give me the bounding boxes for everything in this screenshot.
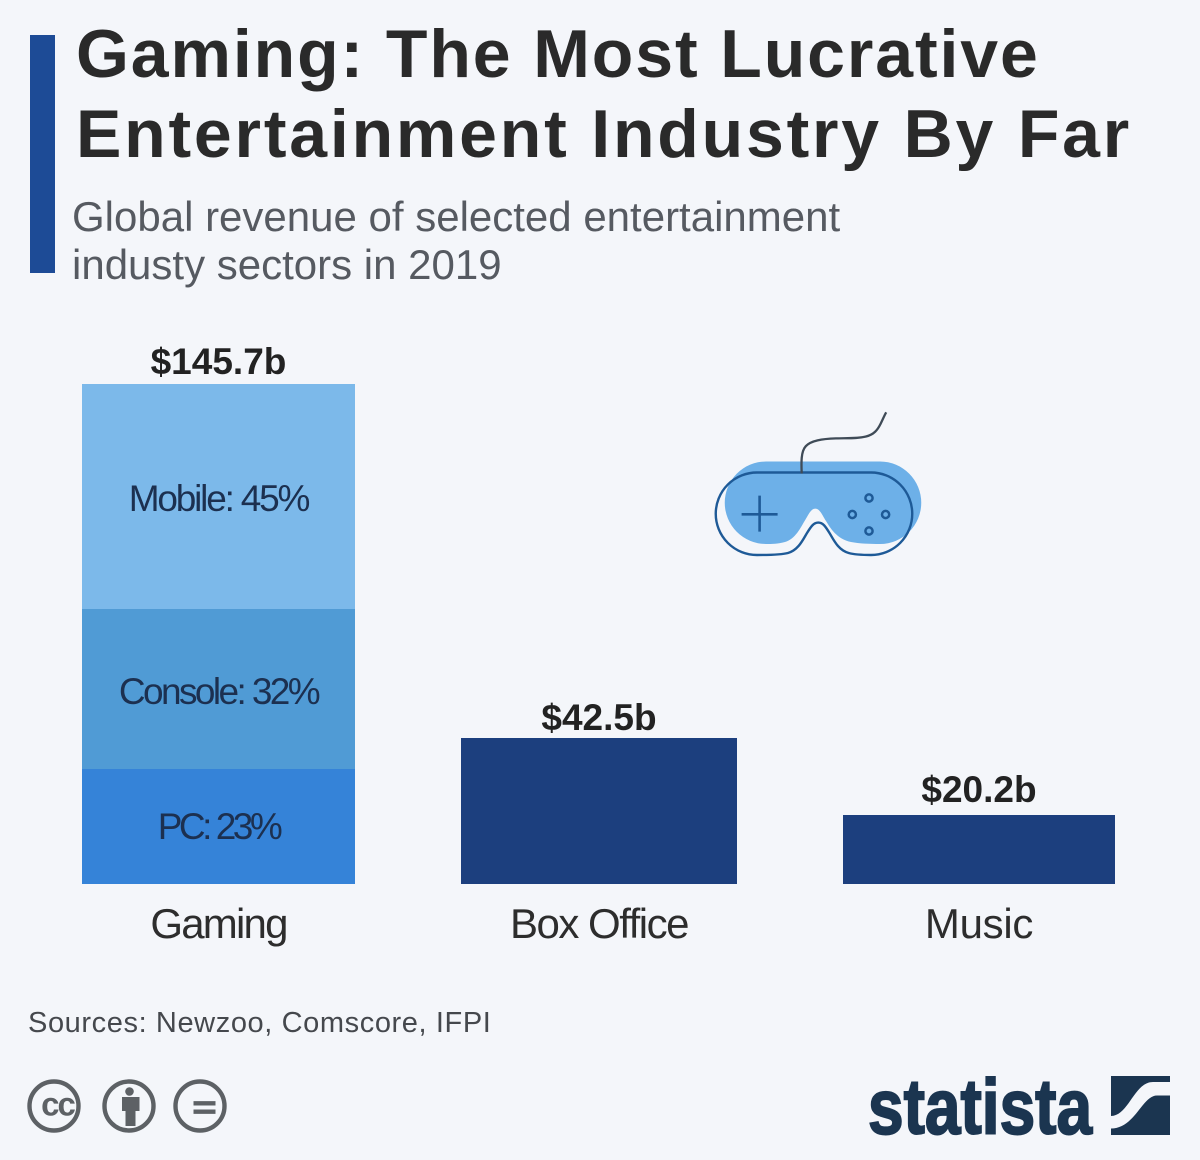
svg-text:cc: cc: [41, 1085, 75, 1122]
svg-text:statista: statista: [868, 1064, 1093, 1150]
